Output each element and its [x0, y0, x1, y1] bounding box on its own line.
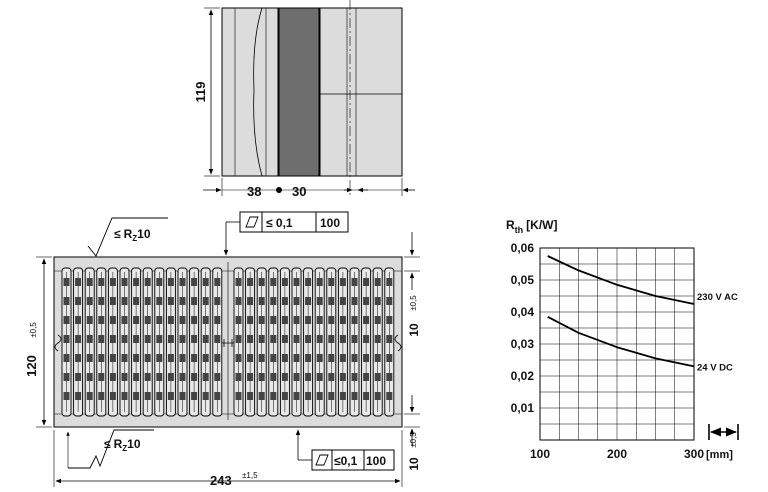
fin [361, 267, 372, 417]
fin [291, 267, 302, 417]
roughness-symbol-bottom: ≤ RZ10 [66, 429, 154, 469]
fin [200, 267, 211, 417]
width-243-label: 243 [210, 473, 232, 488]
fin [189, 267, 200, 417]
fin [245, 267, 256, 417]
flatness-tolerance-top: ≤ 0,1 100 [223, 211, 349, 256]
fin [154, 267, 165, 417]
center-dot [276, 187, 282, 193]
fin [233, 267, 244, 417]
chart-y-tick-label: 0,03 [511, 337, 535, 351]
bottom-10-label: 10 [407, 457, 421, 471]
fin [107, 267, 118, 417]
front-view: 120 ±0,5 243 ±1,5 10 ±0,5 10 ±0,5 ≤ RZ10 [24, 211, 421, 488]
fin [349, 267, 360, 417]
flatness-top-value: ≤ 0,1 [266, 216, 293, 230]
chart-y-tick-label: 0,04 [511, 305, 535, 319]
fin [337, 267, 348, 417]
chart-series-label: 230 V AC [697, 292, 738, 303]
length-arrow-icon [708, 424, 739, 440]
flatness-top-length: 100 [320, 216, 340, 230]
roughness-symbol-top: ≤ RZ10 [87, 217, 168, 257]
width-38-label: 38 [247, 184, 261, 199]
height-119-label: 119 [193, 82, 208, 103]
height-120-label: 120 [24, 355, 39, 377]
chart-y-ticks: 0,01 0,02 0,03 0,04 0,05 0,06 [511, 241, 535, 415]
fin [165, 267, 176, 417]
fin [326, 267, 337, 417]
width-30-label: 30 [292, 184, 306, 199]
fin [142, 267, 153, 417]
top-view: 119 38 30 [193, 0, 415, 199]
flatness-tolerance-bottom: ≤0,1 100 [295, 429, 395, 471]
fin [73, 267, 84, 417]
profile-left-section [221, 7, 279, 177]
chart-y-tick-label: 0,06 [511, 241, 535, 255]
fin-group-right [233, 267, 395, 417]
fin [212, 267, 223, 417]
right-10-tolerance: ±0,5 [409, 295, 418, 311]
width-243-tolerance: ±1,5 [242, 471, 258, 480]
chart-y-axis-label: Rth [K/W] [506, 218, 558, 235]
fin-group-left [61, 267, 223, 417]
flatness-bottom-value: ≤0,1 [334, 454, 358, 468]
fin [384, 267, 395, 417]
right-10-label: 10 [407, 323, 421, 337]
fin [131, 267, 142, 417]
fin [268, 267, 279, 417]
fin [256, 267, 267, 417]
chart-series-line [547, 316, 695, 368]
fin [303, 267, 314, 417]
fin [119, 267, 130, 417]
chart-y-tick-label: 0,02 [511, 369, 535, 383]
chart-plot-frame [539, 247, 695, 441]
chart-y-tick-label: 0,05 [511, 273, 535, 287]
svg-text:≤RZ10: ≤ RZ10 [114, 227, 151, 243]
chart-x-tick-label: 100 [530, 447, 550, 461]
fin [372, 267, 383, 417]
fin [314, 267, 325, 417]
fin [279, 267, 290, 417]
profile-neck-curve [253, 7, 263, 177]
chart-x-ticks: 100 200 300 [530, 447, 704, 461]
flatness-bottom-length: 100 [366, 454, 386, 468]
chart-x-tick-label: 200 [607, 447, 627, 461]
chart-x-tick-label: 300 [684, 447, 704, 461]
bottom-10-tolerance: ±0,5 [409, 432, 418, 448]
fin [61, 267, 72, 417]
profile-right-section [319, 7, 403, 177]
chart-grid [539, 247, 695, 440]
svg-text:≤RZ10: ≤ RZ10 [104, 437, 141, 453]
chart-series: 230 V AC 24 V DC [547, 255, 738, 373]
fin [84, 267, 95, 417]
fin [177, 267, 188, 417]
chart-series-line [547, 255, 695, 305]
fin [96, 267, 107, 417]
profile-dark-core [278, 7, 320, 177]
thermal-resistance-chart: 0,01 0,02 0,03 0,04 0,05 0,06 100 200 300 230 V… [506, 218, 739, 461]
chart-x-axis-unit: [mm] [706, 449, 733, 461]
height-120-tolerance: ±0,5 [29, 322, 38, 338]
chart-y-tick-label: 0,01 [511, 401, 535, 415]
chart-series-label: 24 V DC [697, 362, 733, 373]
